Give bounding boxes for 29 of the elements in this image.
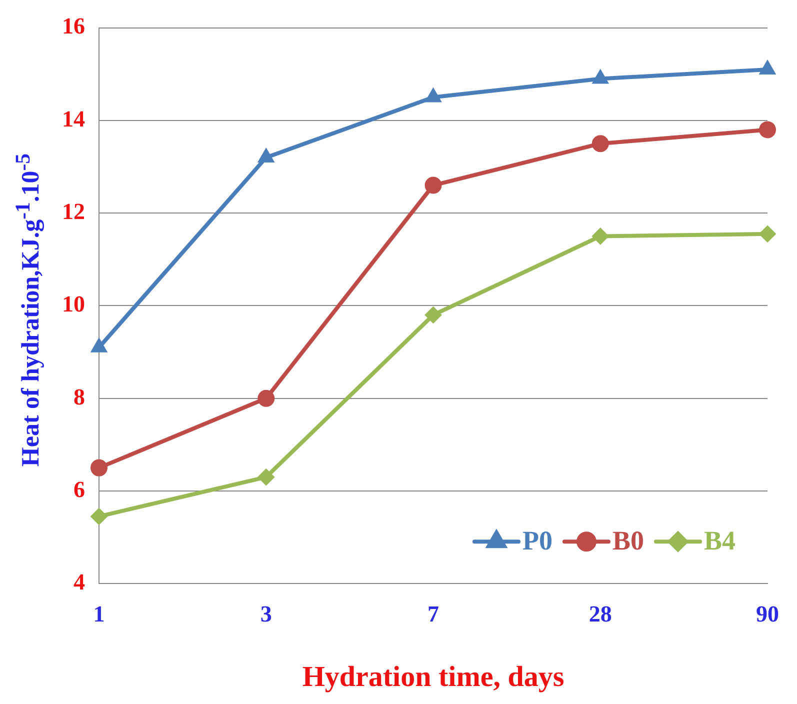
- legend-label: B0: [612, 526, 644, 556]
- point: [90, 459, 108, 476]
- x-axis-title: Hydration time, days: [302, 661, 564, 694]
- point: [592, 69, 609, 84]
- y-tick-label: 6: [74, 476, 85, 502]
- x-tick-label: 1: [93, 601, 105, 626]
- y-tick-label: 8: [74, 384, 85, 410]
- x-tick-label: 90: [756, 601, 779, 626]
- y-tick-label: 14: [62, 106, 86, 132]
- x-tick-label: 3: [260, 601, 272, 626]
- x-tick-label: 7: [428, 601, 439, 626]
- point: [424, 176, 442, 194]
- y-tick-label: 10: [62, 292, 85, 317]
- point: [759, 60, 776, 74]
- point: [424, 306, 442, 324]
- point: [759, 121, 776, 138]
- legend-label: B4: [704, 526, 736, 556]
- legend-label: P0: [522, 526, 552, 556]
- point: [258, 390, 275, 407]
- y-tick-label: 16: [62, 14, 85, 39]
- x-tick-label: 28: [588, 601, 612, 626]
- point: [424, 88, 442, 102]
- y-tick-label: 4: [74, 570, 86, 595]
- y-tick-label: 12: [62, 199, 85, 224]
- point: [258, 468, 275, 486]
- point: [759, 225, 776, 242]
- point: [592, 228, 609, 245]
- point: [90, 508, 108, 525]
- point: [592, 135, 609, 152]
